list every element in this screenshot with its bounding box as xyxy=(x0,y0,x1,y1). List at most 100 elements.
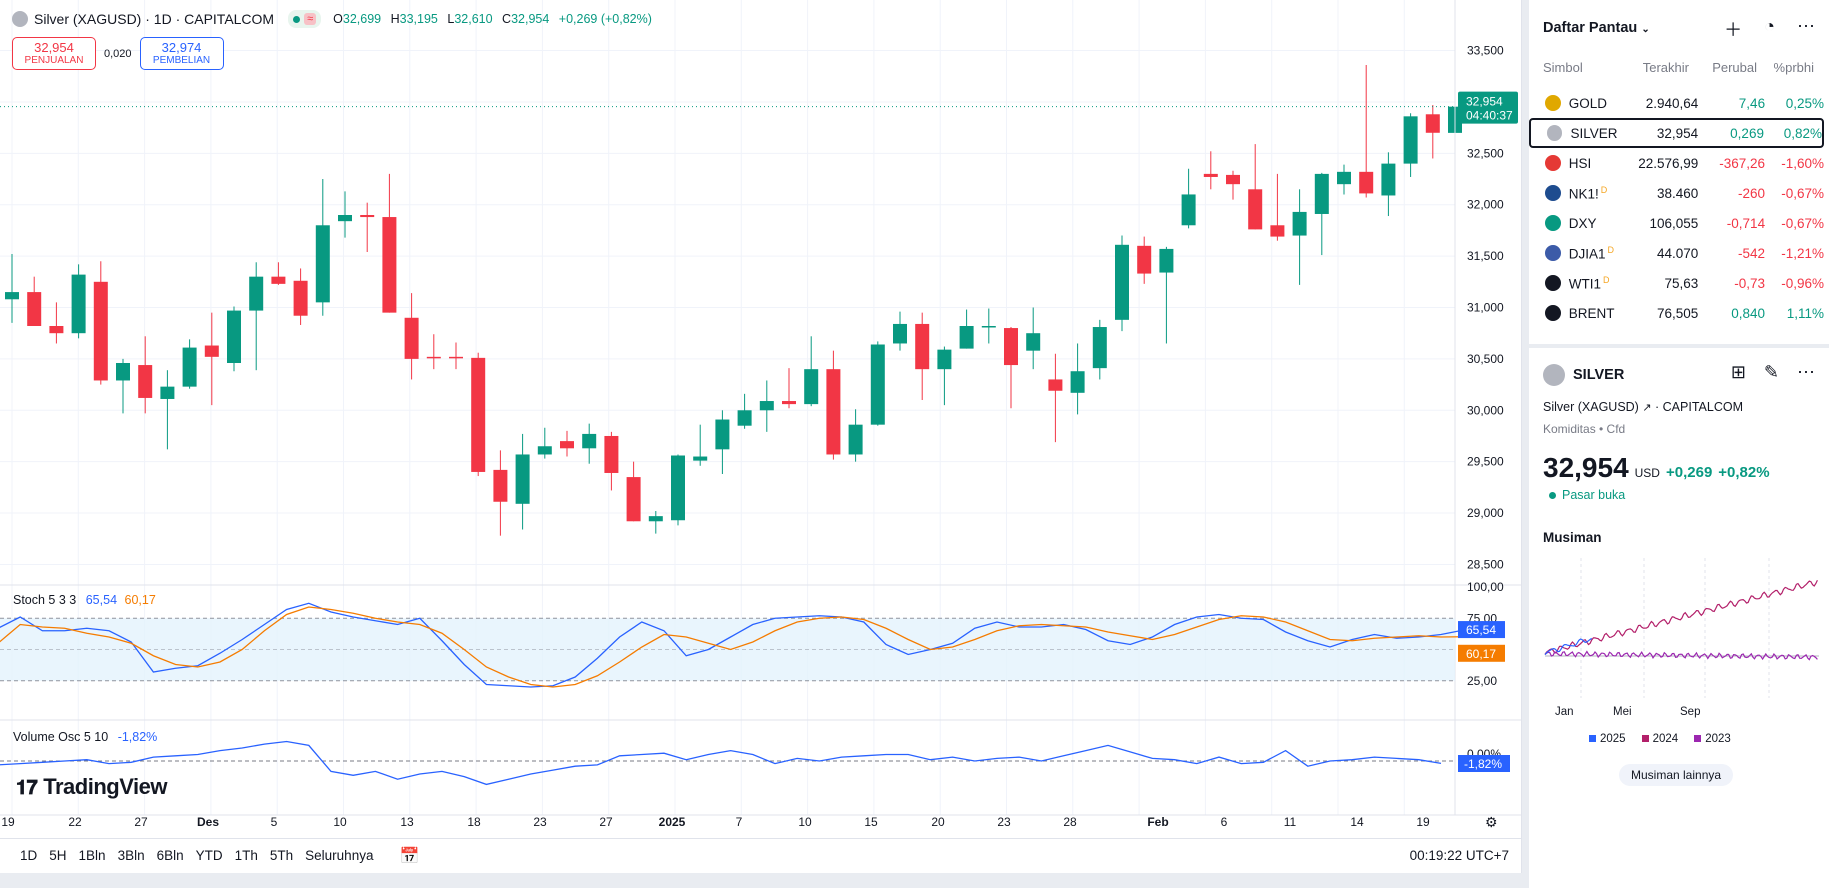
tradingview-logo[interactable]: 𝟏𝟕 TradingView xyxy=(16,774,167,800)
candle-body xyxy=(116,363,130,381)
col-last[interactable]: Terakhir xyxy=(1642,60,1689,75)
row-change: -0,73 xyxy=(1734,275,1766,291)
time-tick-label: 7 xyxy=(736,815,743,829)
range-button[interactable]: 6Bln xyxy=(156,848,184,863)
more-icon[interactable]: ⋯ xyxy=(1797,16,1815,36)
watchlist-tools: ＋ ◔ ⋯ xyxy=(1724,16,1815,42)
range-button[interactable]: 5H xyxy=(49,848,67,863)
stoch-legend[interactable]: Stoch 5 3 3 65,54 60,17 xyxy=(13,593,156,607)
more-icon[interactable]: ⋯ xyxy=(1797,362,1815,382)
range-button[interactable]: 5Th xyxy=(269,848,294,863)
candle-body xyxy=(804,369,819,405)
time-tick-label: 27 xyxy=(134,815,148,829)
stoch-tick-label: 100,00 xyxy=(1467,580,1504,594)
stoch-d-tag: 60,17 xyxy=(1466,647,1496,661)
chart-panel[interactable]: 33,50033,00032,50032,00031,50031,00030,5… xyxy=(0,0,1522,873)
details-title[interactable]: SILVER xyxy=(1543,364,1624,386)
row-change: 0,840 xyxy=(1731,305,1766,321)
stoch-k-tag: 65,54 xyxy=(1466,623,1496,637)
col-change-pct[interactable]: %prbhi xyxy=(1773,60,1814,75)
sell-button[interactable]: 32,954 PENJUALAN xyxy=(12,37,96,70)
watchlist-row[interactable]: HSI 22.576,99 -367,26 -1,60% xyxy=(1529,148,1824,178)
stoch-k-box xyxy=(1458,621,1505,639)
countdown-label: 04:40:37 xyxy=(1466,109,1513,123)
candle-body xyxy=(1048,379,1063,391)
chevron-down-icon: ⌄ xyxy=(1641,24,1650,35)
grid-icon[interactable]: ⊞ xyxy=(1730,362,1746,382)
details-category: Komiditas • Cfd xyxy=(1543,422,1626,436)
range-button[interactable]: 1Bln xyxy=(78,848,106,863)
range-button[interactable]: YTD xyxy=(195,848,223,863)
current-price-label: 32,954 xyxy=(1466,95,1503,109)
range-button[interactable]: 3Bln xyxy=(117,848,145,863)
stoch-d-line xyxy=(0,606,1464,688)
row-last: 44.070 xyxy=(1657,245,1699,261)
watchlist-row[interactable]: DJIA1 D 44.070 -542 -1,21% xyxy=(1529,238,1824,268)
range-button[interactable]: 1Th xyxy=(234,848,258,863)
symbol-icon xyxy=(1545,155,1561,171)
market-status-pill[interactable]: ≈ xyxy=(288,10,322,28)
watchlist-row[interactable]: SILVER 32,954 0,269 0,82% xyxy=(1529,118,1824,148)
row-change: 7,46 xyxy=(1738,95,1766,111)
details-exchange[interactable]: CAPITALCOM xyxy=(1662,400,1743,414)
chart-header: Silver (XAGUSD) · 1D · CAPITALCOM ≈ O32,… xyxy=(12,10,658,28)
vol-osc-value: -1,82% xyxy=(117,730,158,744)
details-full-name[interactable]: Silver (XAGUSD) xyxy=(1543,400,1639,414)
date-range-icon[interactable]: 📅 xyxy=(399,847,420,865)
seasonal-more-button[interactable]: Musiman lainnya xyxy=(1619,764,1734,786)
buy-button[interactable]: 32,974 PEMBELIAN xyxy=(139,37,224,70)
tradingview-logo-icon: 𝟏𝟕 xyxy=(16,777,38,799)
row-symbol: DJIA1 D xyxy=(1568,244,1614,262)
time-tick-label: 19 xyxy=(1,815,15,829)
candle-body xyxy=(1292,211,1307,236)
seasonal-chart[interactable]: Jan Mei Sep xyxy=(1537,548,1827,738)
price-tick-label: 32,000 xyxy=(1467,198,1504,212)
panel-divider[interactable] xyxy=(1529,344,1829,348)
chart-title[interactable]: Silver (XAGUSD) · 1D · CAPITALCOM xyxy=(34,11,275,27)
watchlist-row[interactable]: GOLD 2.940,64 7,46 0,25% xyxy=(1529,88,1824,118)
legend-item[interactable]: 2025 xyxy=(1589,733,1626,745)
row-change-pct: 0,25% xyxy=(1785,95,1824,111)
time-tick-label: 28 xyxy=(1063,815,1077,829)
row-change-pct: -0,67% xyxy=(1781,215,1824,231)
price-tick-label: 32,500 xyxy=(1467,146,1504,160)
pie-chart-icon[interactable]: ◔ xyxy=(1764,16,1775,36)
candle-body xyxy=(893,323,907,344)
spread-value: 0,020 xyxy=(104,47,132,60)
legend-item[interactable]: 2023 xyxy=(1694,733,1731,745)
row-last: 76,505 xyxy=(1657,305,1699,321)
legend-item[interactable]: 2024 xyxy=(1641,733,1678,745)
add-symbol-icon[interactable]: ＋ xyxy=(1724,20,1743,40)
clock[interactable]: 00:19:22 UTC+7 xyxy=(1409,848,1509,863)
time-tick-label: 19 xyxy=(1416,815,1430,829)
details-subtitle: Silver (XAGUSD) ↗ · CAPITALCOM xyxy=(1543,400,1743,414)
watchlist-title[interactable]: Daftar Pantau ⌄ xyxy=(1543,20,1650,36)
edit-icon[interactable]: ✎ xyxy=(1763,362,1779,382)
details-price: 32,954 xyxy=(1543,452,1629,483)
col-symbol[interactable]: Simbol xyxy=(1543,60,1583,75)
symbol-icon xyxy=(1545,215,1561,231)
row-symbol: HSI xyxy=(1568,155,1592,171)
vol-osc-legend[interactable]: Volume Osc 5 10 -1,82% xyxy=(13,730,157,744)
candle-body xyxy=(1314,173,1329,214)
candle-body xyxy=(981,326,996,328)
symbol-icon xyxy=(1545,95,1561,111)
candle-body xyxy=(604,435,619,473)
buy-price: 32,974 xyxy=(161,39,202,55)
vol-osc-box xyxy=(1458,755,1510,772)
col-change[interactable]: Perubal xyxy=(1712,60,1757,75)
watchlist-row[interactable]: WTI1 D 75,63 -0,73 -0,96% xyxy=(1529,268,1824,298)
external-link-icon[interactable]: ↗ xyxy=(1642,402,1652,414)
chart-canvas[interactable]: 33,50033,00032,50032,00031,50031,00030,5… xyxy=(0,0,1521,838)
row-last: 22.576,99 xyxy=(1638,155,1699,171)
time-tick-label: 23 xyxy=(997,815,1011,829)
candle-body xyxy=(915,323,930,370)
watchlist-row[interactable]: BRENT 76,505 0,840 1,11% xyxy=(1529,298,1824,328)
range-button[interactable]: Seluruhnya xyxy=(305,848,374,863)
candle-body xyxy=(271,276,286,284)
range-button[interactable]: 1D xyxy=(20,848,38,863)
watchlist-row[interactable]: DXY 106,055 -0,714 -0,67% xyxy=(1529,208,1824,238)
watchlist-row[interactable]: NK1! D 38.460 -260 -0,67% xyxy=(1529,178,1824,208)
candle-body xyxy=(249,276,264,311)
stoch-k-line xyxy=(0,602,1464,688)
